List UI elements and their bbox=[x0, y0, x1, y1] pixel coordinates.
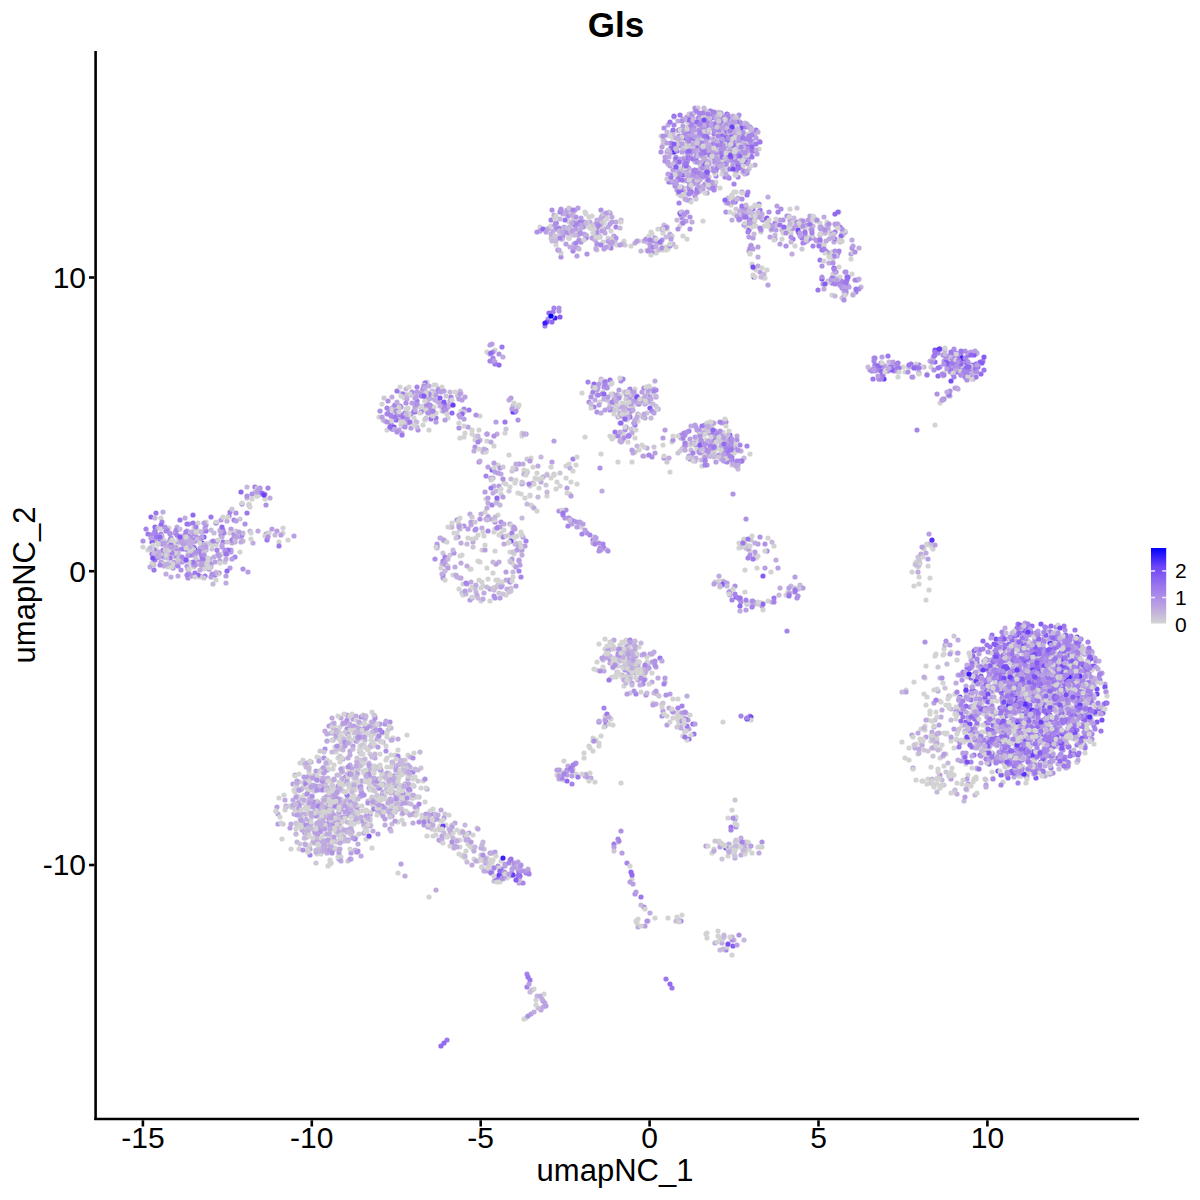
svg-text:0: 0 bbox=[641, 1121, 658, 1154]
svg-text:5: 5 bbox=[810, 1121, 827, 1154]
svg-text:1: 1 bbox=[1175, 586, 1187, 609]
svg-text:-5: -5 bbox=[467, 1121, 494, 1154]
svg-text:-10: -10 bbox=[290, 1121, 333, 1154]
svg-text:2: 2 bbox=[1175, 559, 1187, 582]
svg-text:0: 0 bbox=[1175, 613, 1187, 636]
svg-text:Gls: Gls bbox=[588, 5, 644, 44]
svg-text:umapNC_2: umapNC_2 bbox=[7, 507, 42, 664]
svg-text:10: 10 bbox=[971, 1121, 1004, 1154]
svg-text:0: 0 bbox=[69, 555, 86, 588]
svg-text:10: 10 bbox=[53, 261, 86, 294]
svg-text:-10: -10 bbox=[43, 848, 86, 881]
svg-text:umapNC_1: umapNC_1 bbox=[537, 1153, 694, 1188]
svg-text:-15: -15 bbox=[121, 1121, 164, 1154]
